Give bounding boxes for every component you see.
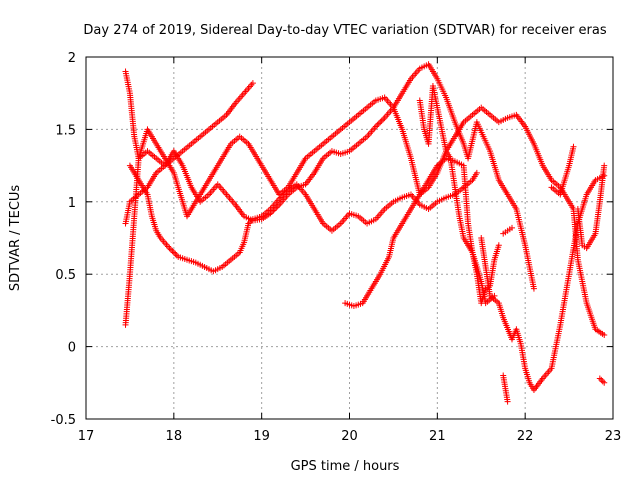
x-tick-label: 17	[78, 429, 95, 444]
x-tick-label: 23	[605, 429, 622, 444]
y-tick-label: 2	[68, 51, 76, 66]
data-point	[601, 379, 608, 386]
y-tick-label: 0	[68, 341, 76, 356]
chart-title: Day 274 of 2019, Sidereal Day-to-day VTE…	[83, 23, 606, 38]
x-axis-label: GPS time / hours	[291, 459, 400, 474]
data-point	[172, 250, 179, 257]
data-point	[167, 246, 174, 253]
data-point	[598, 376, 605, 383]
data-point	[377, 119, 384, 126]
data-point	[495, 242, 502, 249]
x-tick-label: 19	[253, 429, 270, 444]
data-point	[273, 204, 280, 211]
tick-layer: 17 18 19 20 21 22 23 -0.5 0 0.5 1 1.5 2	[51, 51, 622, 444]
data-point	[267, 210, 274, 217]
data-point	[268, 208, 275, 215]
data-point	[596, 375, 603, 382]
data-point	[246, 219, 253, 226]
series-track-4	[122, 61, 537, 292]
y-tick-label: 0.5	[55, 268, 76, 283]
data-point	[601, 332, 608, 339]
data-point	[599, 378, 606, 385]
data-point	[249, 80, 256, 87]
x-tick-label: 22	[517, 429, 534, 444]
plot-frame	[85, 56, 614, 420]
x-tick-label: 21	[429, 429, 446, 444]
data-point	[601, 162, 608, 169]
data-point	[491, 292, 498, 299]
series-track-5	[342, 143, 608, 405]
data-point	[570, 143, 577, 150]
y-tick-label: 1	[68, 196, 76, 211]
data-point	[530, 285, 537, 292]
data-point	[169, 248, 176, 255]
data-point	[271, 206, 278, 213]
data-point	[270, 207, 277, 214]
data-point	[378, 117, 385, 124]
data-point	[274, 203, 281, 210]
data-point	[473, 169, 480, 176]
data-point	[245, 220, 252, 227]
data-point	[166, 245, 173, 252]
y-tick-label: -0.5	[51, 413, 76, 428]
x-tick-label: 18	[166, 429, 183, 444]
y-axis-label: SDTVAR / TECUs	[8, 185, 23, 292]
data-point	[504, 398, 511, 405]
points-layer	[122, 61, 608, 405]
grid-layer	[86, 57, 613, 419]
data-point	[375, 120, 382, 127]
data-point	[170, 249, 177, 256]
data-point	[372, 123, 379, 130]
series-track-6	[416, 82, 502, 307]
x-tick-label: 20	[341, 429, 358, 444]
data-point	[508, 224, 515, 231]
data-point	[173, 252, 180, 259]
series-track-1	[122, 68, 256, 169]
y-tick-label: 1.5	[55, 123, 76, 138]
data-point	[374, 122, 381, 129]
data-point	[380, 116, 387, 123]
